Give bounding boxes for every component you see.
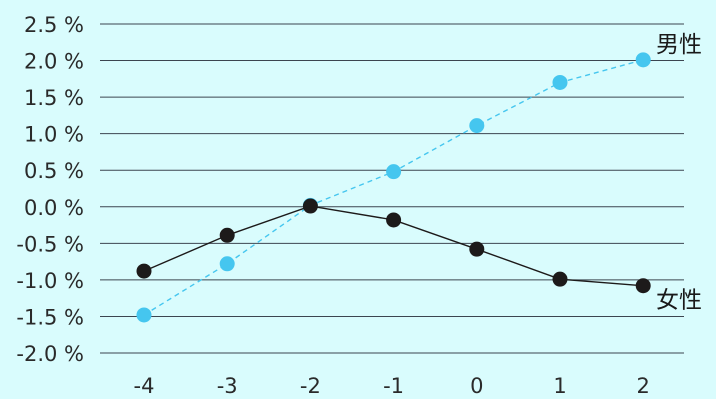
data-point (552, 271, 568, 287)
series-layer (136, 52, 651, 323)
y-tick-label: -1.5 % (16, 305, 84, 329)
y-axis-tick-labels: 2.5 % 2.0 % 1.5 % 1.0 % 0.5 % 0.0 % -0.5 % -1.0… (16, 13, 84, 366)
y-tick-label: 1.0 % (24, 123, 84, 147)
y-tick-label: 2.0 % (24, 50, 84, 74)
x-tick-label: -3 (217, 374, 238, 398)
series-male (136, 52, 651, 323)
series-female (136, 198, 651, 294)
x-tick-label: -2 (300, 374, 321, 398)
data-point (219, 256, 235, 272)
data-point (635, 52, 651, 68)
data-point (469, 118, 485, 134)
x-tick-label: -1 (383, 374, 404, 398)
y-tick-label: -1.0 % (16, 269, 84, 293)
x-tick-label: -4 (134, 374, 155, 398)
series-label: 男性 (656, 32, 702, 58)
x-axis-tick-labels: -4 -3 -2 -1 0 1 2 (134, 374, 650, 398)
y-tick-label: 1.5 % (24, 86, 84, 110)
y-tick-label: 0.0 % (24, 196, 84, 220)
series-line (143, 59, 644, 316)
data-point (136, 307, 152, 323)
x-tick-label: 1 (553, 374, 566, 398)
x-tick-label: 0 (470, 374, 483, 398)
data-point (219, 227, 235, 243)
data-point (635, 278, 651, 294)
data-point (386, 164, 402, 180)
data-point (136, 263, 152, 279)
x-tick-label: 2 (637, 374, 650, 398)
data-point (552, 74, 568, 90)
data-point (302, 198, 318, 214)
grid-lines (100, 23, 684, 354)
y-tick-label: 0.5 % (24, 159, 84, 183)
y-tick-label: -2.0 % (16, 342, 84, 366)
data-point (386, 212, 402, 228)
y-tick-label: 2.5 % (24, 13, 84, 37)
series-label: 女性 (656, 288, 702, 314)
y-tick-label: -0.5 % (16, 232, 84, 256)
data-point (469, 241, 485, 257)
